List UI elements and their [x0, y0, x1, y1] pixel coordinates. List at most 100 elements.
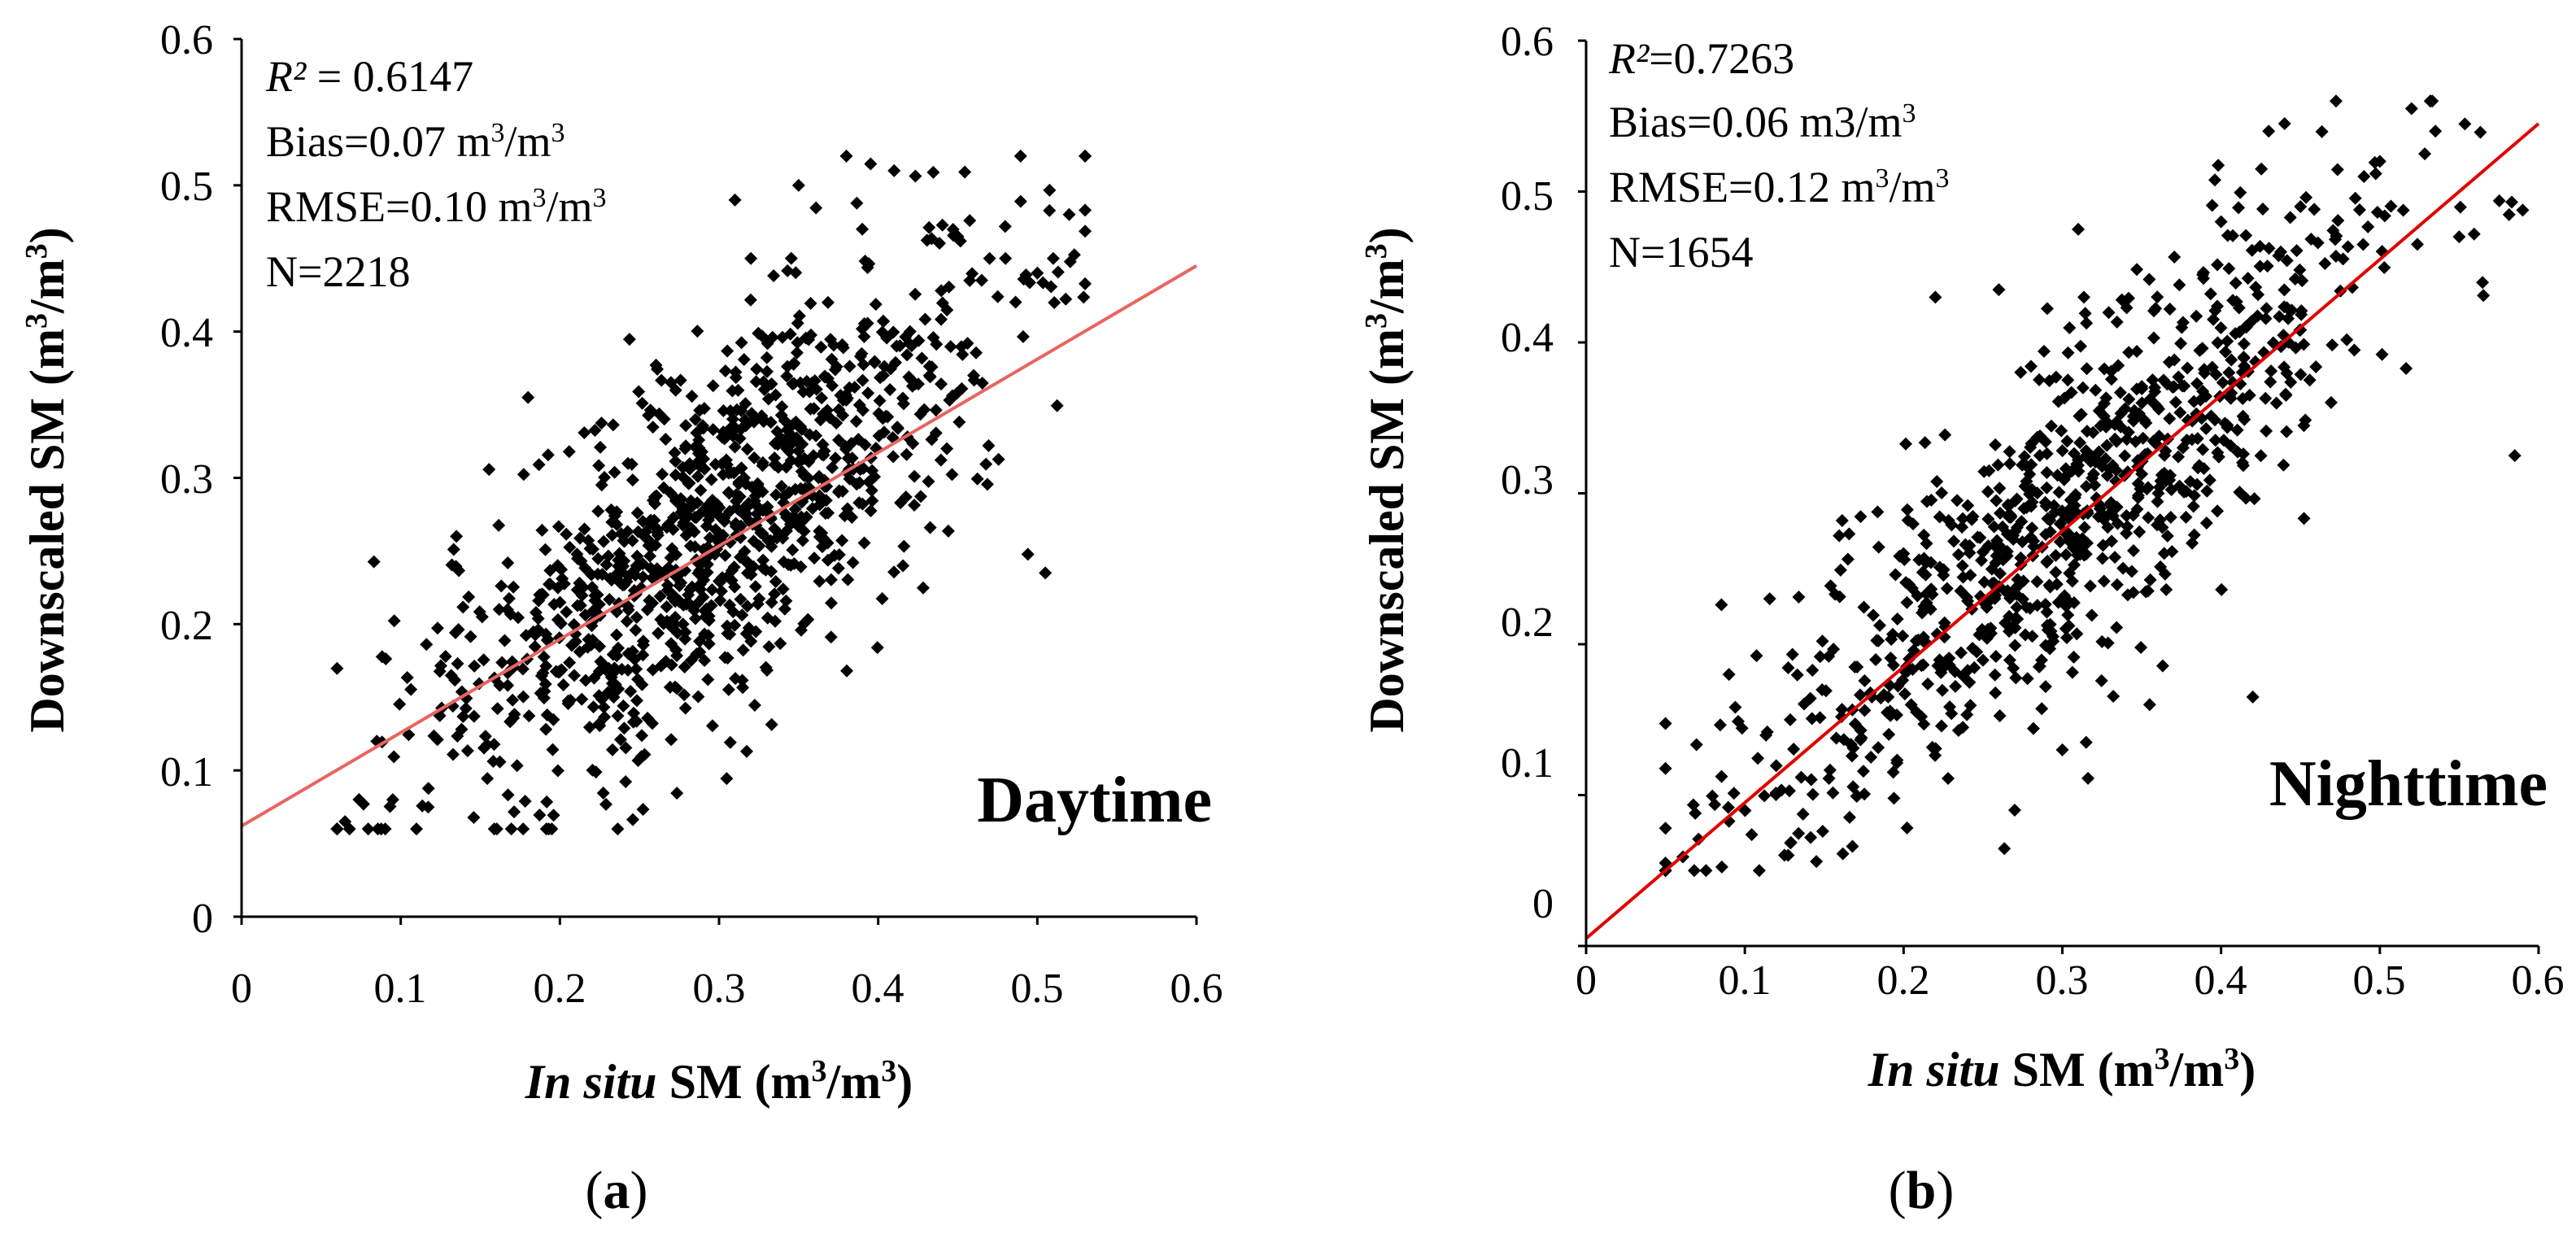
data-point	[448, 626, 462, 639]
n-annotation: N=1654	[1609, 228, 1753, 277]
x-axis-close: )	[896, 1055, 913, 1109]
data-point	[1752, 864, 1766, 878]
data-point	[1051, 265, 1065, 279]
data-point	[2198, 366, 2212, 380]
data-point	[922, 474, 935, 488]
data-point	[792, 309, 806, 323]
data-point	[2293, 263, 2307, 277]
data-point	[2078, 307, 2092, 320]
data-point	[2214, 321, 2228, 335]
data-point	[717, 468, 730, 482]
data-point	[597, 700, 611, 714]
data-point	[433, 665, 447, 678]
superscript: 3	[881, 1054, 896, 1088]
data-point	[674, 499, 688, 512]
data-point	[1815, 682, 1829, 696]
data-point	[2121, 291, 2135, 305]
data-point	[1079, 203, 1092, 217]
data-point	[1920, 537, 1933, 551]
data-point	[900, 348, 914, 362]
data-point	[992, 452, 1005, 466]
data-point	[467, 810, 481, 824]
data-point	[846, 556, 860, 569]
data-point	[2236, 409, 2250, 423]
data-point	[2103, 499, 2116, 512]
x-tick-label: 0.2	[534, 966, 586, 1012]
data-point	[599, 797, 612, 811]
data-point	[1715, 598, 1728, 612]
data-point	[1942, 771, 1955, 785]
data-point	[906, 437, 920, 451]
data-point	[2076, 381, 2090, 395]
data-point	[2060, 434, 2074, 448]
data-point	[625, 473, 639, 487]
data-point	[750, 507, 764, 521]
data-point	[2033, 429, 2046, 442]
data-point	[2010, 600, 2024, 614]
data-point	[1842, 810, 1856, 824]
data-point	[942, 280, 956, 294]
data-point	[720, 772, 734, 786]
data-point	[788, 502, 802, 516]
n-annotation: N=2218	[266, 247, 410, 296]
data-point	[2370, 205, 2384, 219]
data-point	[887, 325, 900, 339]
data-point	[1769, 759, 1783, 773]
data-point	[697, 573, 711, 587]
data-point	[552, 665, 566, 679]
data-point	[2410, 238, 2424, 251]
data-point	[818, 507, 832, 521]
data-point	[841, 573, 855, 586]
data-point	[958, 165, 972, 179]
data-point	[752, 539, 766, 553]
x-tick-label: 0	[1576, 957, 1597, 1004]
data-point	[2060, 631, 2074, 645]
data-point	[2200, 484, 2214, 498]
data-point	[697, 402, 711, 416]
data-point	[2083, 579, 2097, 593]
data-point	[621, 569, 635, 583]
data-point	[1872, 618, 1886, 632]
data-point	[557, 577, 571, 591]
data-point	[1930, 474, 1944, 488]
data-point	[912, 333, 926, 347]
data-point	[2113, 386, 2127, 399]
data-point	[594, 440, 608, 454]
data-point	[2065, 665, 2079, 679]
data-point	[715, 571, 729, 585]
data-point	[519, 629, 533, 643]
data-point	[857, 536, 871, 550]
data-point	[1043, 203, 1057, 217]
data-point	[556, 678, 570, 692]
data-point	[455, 722, 469, 736]
data-point	[716, 529, 730, 543]
data-point	[737, 471, 751, 485]
data-point	[540, 708, 554, 721]
y-tick-label: 0.6	[1501, 19, 1554, 65]
data-point	[945, 468, 959, 482]
data-point	[787, 377, 801, 390]
data-point	[595, 568, 609, 582]
data-point	[850, 196, 864, 210]
data-point	[831, 561, 845, 575]
y-tick-label: 0	[1532, 881, 1554, 927]
data-point	[891, 421, 904, 434]
data-point	[2003, 625, 2016, 639]
data-point	[330, 822, 344, 836]
data-point	[717, 428, 731, 442]
data-point	[498, 634, 512, 647]
data-point	[625, 534, 639, 547]
data-point	[2052, 486, 2066, 499]
data-point	[875, 591, 889, 605]
data-point	[495, 656, 509, 669]
data-point	[570, 547, 584, 561]
data-point	[450, 530, 464, 543]
y-tick-label: 0.4	[160, 310, 213, 356]
rmse-unit: /m	[547, 182, 593, 231]
data-point	[2017, 502, 2031, 516]
data-point	[501, 556, 515, 570]
data-point	[510, 759, 524, 773]
data-point	[2208, 304, 2222, 318]
data-point	[1920, 495, 1933, 508]
data-point	[887, 163, 901, 177]
